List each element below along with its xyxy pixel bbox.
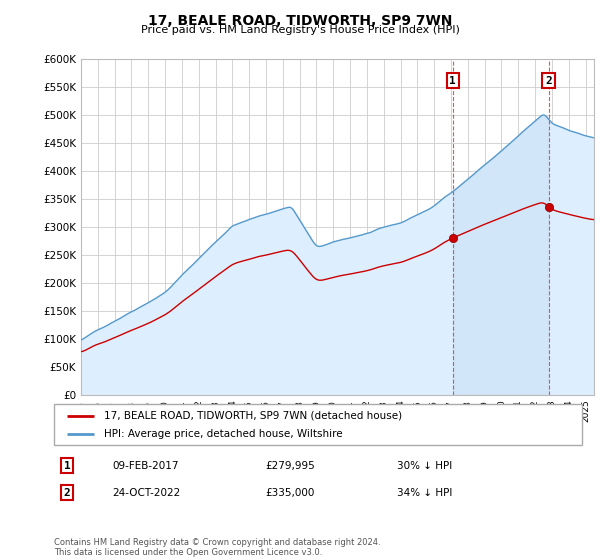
Text: 30% ↓ HPI: 30% ↓ HPI [397, 460, 452, 470]
Text: 34% ↓ HPI: 34% ↓ HPI [397, 488, 452, 498]
Text: 09-FEB-2017: 09-FEB-2017 [112, 460, 179, 470]
Text: 2: 2 [64, 488, 71, 498]
Text: HPI: Average price, detached house, Wiltshire: HPI: Average price, detached house, Wilt… [104, 429, 343, 438]
Text: Price paid vs. HM Land Registry's House Price Index (HPI): Price paid vs. HM Land Registry's House … [140, 25, 460, 35]
Text: £279,995: £279,995 [265, 460, 315, 470]
Text: 17, BEALE ROAD, TIDWORTH, SP9 7WN (detached house): 17, BEALE ROAD, TIDWORTH, SP9 7WN (detac… [104, 411, 402, 421]
Text: 2: 2 [545, 76, 552, 86]
Text: 1: 1 [64, 460, 71, 470]
Text: 17, BEALE ROAD, TIDWORTH, SP9 7WN: 17, BEALE ROAD, TIDWORTH, SP9 7WN [148, 14, 452, 28]
Text: £335,000: £335,000 [265, 488, 314, 498]
Text: Contains HM Land Registry data © Crown copyright and database right 2024.
This d: Contains HM Land Registry data © Crown c… [54, 538, 380, 557]
Text: 24-OCT-2022: 24-OCT-2022 [112, 488, 181, 498]
Text: 1: 1 [449, 76, 456, 86]
